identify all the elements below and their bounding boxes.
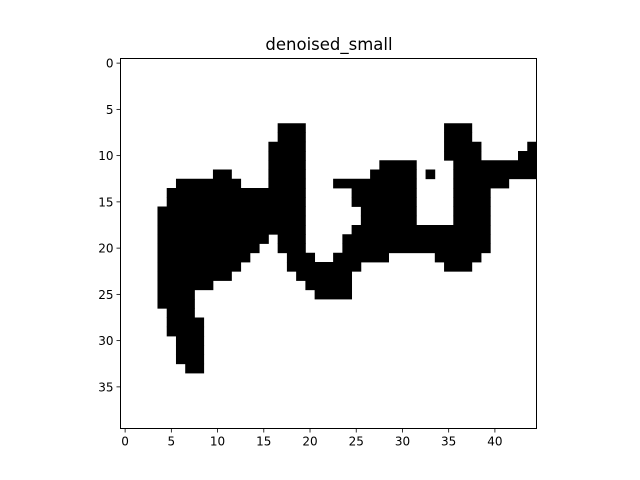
ink-run [453, 178, 510, 189]
ink-run [453, 206, 491, 217]
ink-run [453, 225, 491, 235]
ink-run [453, 160, 537, 170]
ink-run [175, 345, 205, 355]
ink-run [268, 160, 306, 170]
x-tick-label: 15 [256, 435, 271, 449]
ink-run [351, 197, 417, 207]
ink-run [453, 169, 537, 180]
y-tick-label: 20 [98, 242, 113, 256]
ink-run [444, 151, 482, 161]
ink-run [333, 178, 417, 189]
ink-run [527, 141, 537, 152]
ink-run [518, 151, 537, 161]
y-tick-label: 10 [98, 149, 113, 163]
ink-run [157, 271, 232, 281]
ink-run [175, 178, 242, 189]
ink-run [268, 141, 306, 152]
ink-run [305, 280, 353, 291]
ink-run [268, 178, 306, 189]
ink-run [175, 336, 205, 346]
ink-run [166, 197, 306, 207]
x-tick-label: 0 [121, 435, 129, 449]
ink-run [444, 262, 473, 272]
ink-run [342, 234, 491, 244]
ink-run [296, 271, 353, 281]
ink-run [314, 289, 353, 300]
ink-run [157, 299, 195, 309]
ink-run [175, 354, 205, 365]
x-axis: 0 5 10 15 20 25 30 35 40 [121, 428, 503, 449]
ink-run [212, 169, 232, 180]
ink-run [166, 326, 205, 337]
ink-run [277, 243, 306, 254]
ink-run [157, 206, 306, 217]
ink-run [453, 215, 491, 226]
ink-run [379, 160, 417, 170]
ink-run [434, 252, 482, 263]
ink-run [185, 363, 205, 374]
ink-run [286, 252, 316, 263]
ink-run [157, 289, 195, 300]
x-tick-label: 20 [302, 435, 317, 449]
ink-run [286, 262, 362, 272]
ink-run [453, 188, 491, 198]
ink-run [444, 141, 482, 152]
chart-title: denoised_small [265, 35, 392, 55]
x-tick-label: 30 [395, 435, 410, 449]
x-tick-label: 5 [168, 435, 176, 449]
ink-run [157, 280, 214, 291]
x-tick-label: 40 [487, 435, 502, 449]
y-tick-label: 15 [98, 195, 113, 209]
ink-run [268, 169, 306, 180]
x-tick-label: 35 [441, 435, 456, 449]
ink-run [157, 262, 242, 272]
ink-run [268, 151, 306, 161]
ink-run [351, 188, 417, 198]
ink-run [157, 225, 306, 235]
ink-run [166, 188, 306, 198]
y-tick-label: 5 [106, 103, 114, 117]
ink-run [277, 234, 306, 244]
y-tick-label: 0 [106, 57, 114, 71]
y-tick-label: 25 [98, 288, 113, 302]
ink-run [425, 169, 436, 180]
y-tick-label: 30 [98, 334, 113, 348]
y-axis: 0 5 10 15 20 25 30 35 [98, 57, 121, 394]
ink-run [277, 123, 306, 133]
y-tick-label: 35 [98, 380, 113, 394]
ink-run [157, 243, 260, 254]
ink-run [360, 215, 417, 226]
ink-run [157, 234, 269, 244]
ink-run [157, 252, 251, 263]
ink-run [342, 243, 491, 254]
ink-run [453, 197, 491, 207]
ink-run [157, 215, 306, 226]
ink-run [277, 132, 306, 143]
ink-run [166, 308, 195, 318]
ink-run [444, 123, 473, 133]
ink-run [166, 317, 205, 328]
ink-run [360, 206, 417, 217]
plot-frame [120, 58, 537, 429]
x-tick-label: 10 [210, 435, 225, 449]
ink-run [444, 132, 473, 143]
image-layer [157, 123, 537, 374]
ink-run [351, 225, 454, 235]
x-tick-label: 25 [349, 435, 364, 449]
ink-run [370, 169, 417, 180]
ink-run [333, 252, 389, 263]
